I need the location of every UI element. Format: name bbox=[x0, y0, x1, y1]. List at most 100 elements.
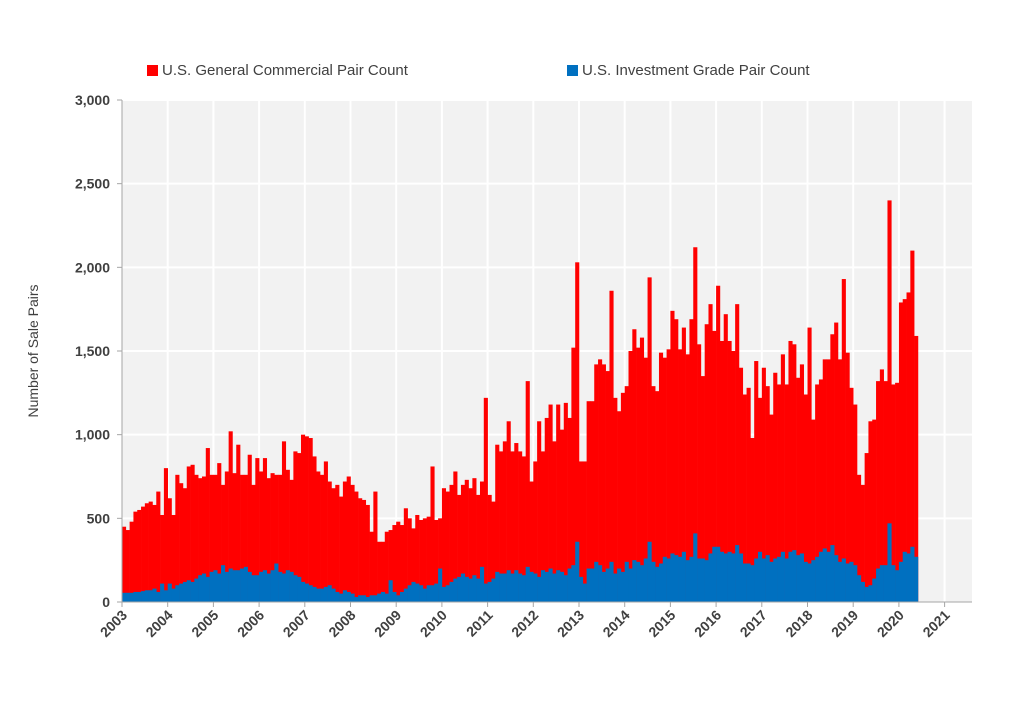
legend-label-investment: U.S. Investment Grade Pair Count bbox=[582, 62, 810, 79]
x-tick-label: 2019 bbox=[828, 607, 861, 640]
bar-investment bbox=[400, 591, 405, 602]
bar-general bbox=[632, 329, 637, 602]
bar-investment bbox=[910, 546, 915, 602]
bar-investment bbox=[860, 581, 865, 602]
bar-investment bbox=[738, 553, 744, 602]
series-general bbox=[122, 200, 919, 602]
bar-investment bbox=[358, 595, 363, 602]
bar-general bbox=[247, 454, 252, 602]
bar-investment bbox=[468, 578, 473, 602]
legend-swatch-investment bbox=[567, 65, 578, 76]
bar-general bbox=[868, 421, 873, 602]
bar-investment bbox=[719, 551, 725, 602]
bar-general bbox=[259, 471, 264, 602]
bar-general bbox=[685, 354, 690, 602]
bar-general bbox=[358, 498, 363, 602]
bar-general bbox=[476, 494, 481, 602]
bar-investment bbox=[731, 553, 736, 602]
bar-investment bbox=[879, 565, 884, 602]
bar-general bbox=[335, 484, 340, 602]
bar-general bbox=[411, 528, 416, 602]
bar-general bbox=[415, 514, 420, 602]
bar-investment bbox=[670, 553, 675, 602]
bar-investment bbox=[693, 533, 698, 602]
bar-general bbox=[472, 478, 477, 602]
bar-general bbox=[285, 469, 290, 602]
bar-investment bbox=[354, 596, 359, 602]
bar-investment bbox=[342, 590, 347, 602]
bar-investment bbox=[411, 581, 416, 602]
x-tick-label: 2010 bbox=[417, 607, 450, 640]
bar-general bbox=[300, 434, 306, 602]
bar-investment bbox=[415, 583, 420, 602]
bar-investment bbox=[571, 565, 576, 602]
x-tick-label: 2013 bbox=[554, 607, 587, 640]
bar-general bbox=[902, 299, 907, 602]
bar-investment bbox=[335, 591, 340, 602]
x-tick-label: 2017 bbox=[737, 607, 770, 640]
x-tick-label: 2018 bbox=[782, 607, 815, 640]
bar-general bbox=[141, 506, 146, 602]
bar-investment bbox=[464, 576, 469, 602]
bar-investment bbox=[445, 585, 450, 602]
bar-investment bbox=[373, 595, 378, 602]
bar-investment bbox=[777, 556, 782, 602]
y-tick-label: 1,000 bbox=[75, 427, 110, 443]
bar-investment bbox=[521, 575, 526, 602]
bar-investment bbox=[422, 588, 427, 602]
bar-investment bbox=[700, 558, 705, 602]
bar-investment bbox=[540, 570, 546, 602]
y-tick-label: 2,500 bbox=[75, 176, 110, 192]
x-tick-label: 2005 bbox=[188, 607, 221, 640]
bar-general bbox=[323, 461, 328, 602]
bar-investment bbox=[624, 561, 629, 602]
bar-general bbox=[784, 384, 789, 602]
bar-investment bbox=[346, 591, 351, 602]
bar-investment bbox=[556, 570, 561, 602]
bar-general bbox=[540, 451, 546, 602]
bar-general bbox=[441, 488, 447, 602]
bar-general bbox=[518, 451, 523, 602]
bar-investment bbox=[872, 578, 877, 602]
bar-general bbox=[182, 488, 188, 602]
bar-general bbox=[712, 330, 717, 602]
bar-investment bbox=[426, 585, 431, 602]
bar-general bbox=[636, 347, 641, 602]
bar-general bbox=[746, 387, 751, 602]
bar-investment bbox=[898, 561, 904, 602]
bar-general bbox=[266, 478, 271, 602]
bar-investment bbox=[598, 565, 603, 602]
bar-investment bbox=[217, 573, 222, 602]
bar-general bbox=[834, 322, 839, 602]
bar-investment bbox=[647, 541, 652, 602]
bar-general bbox=[479, 481, 485, 602]
bar-general bbox=[575, 262, 580, 602]
bar-general bbox=[780, 354, 785, 602]
y-tick-label: 1,500 bbox=[75, 343, 110, 359]
bar-general bbox=[499, 451, 504, 602]
bar-general bbox=[392, 525, 397, 602]
bar-general bbox=[887, 200, 892, 602]
bar-investment bbox=[213, 570, 218, 602]
bar-investment bbox=[281, 573, 287, 602]
bar-general bbox=[422, 518, 427, 602]
bar-investment bbox=[236, 570, 241, 602]
bar-investment bbox=[559, 571, 565, 602]
bar-investment bbox=[697, 558, 702, 602]
bar-general bbox=[769, 414, 774, 602]
bar-general bbox=[792, 344, 797, 602]
bar-investment bbox=[849, 561, 854, 602]
bar-general bbox=[198, 478, 203, 602]
x-tick-label: 2012 bbox=[508, 607, 541, 640]
bar-investment bbox=[628, 568, 633, 602]
bar-investment bbox=[537, 576, 542, 602]
bar-investment bbox=[567, 568, 572, 602]
bar-general bbox=[624, 386, 629, 602]
bar-investment bbox=[662, 556, 667, 602]
bar-investment bbox=[830, 545, 835, 602]
bar-investment bbox=[575, 541, 580, 602]
bar-investment bbox=[499, 573, 504, 602]
bar-investment bbox=[194, 578, 199, 602]
bar-general bbox=[133, 511, 138, 602]
x-tick-label: 2006 bbox=[234, 607, 267, 640]
